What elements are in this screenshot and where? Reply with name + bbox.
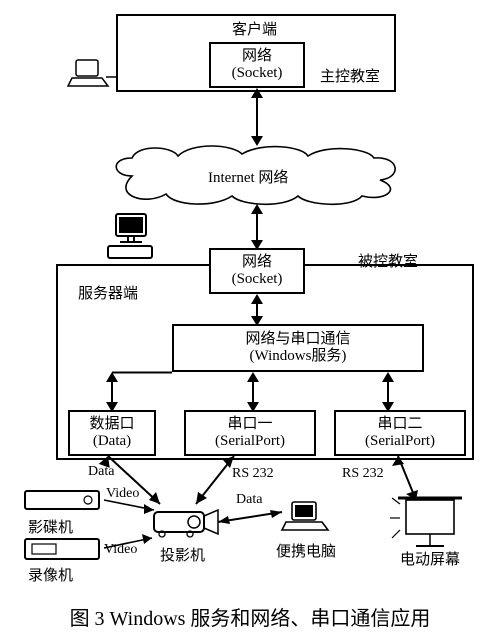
serial1-node: 串口一 (SerialPort) bbox=[184, 410, 316, 456]
data-port-l2: (Data) bbox=[93, 433, 131, 450]
slave-room-label: 被控教室 bbox=[358, 250, 418, 271]
win-service-node: 网络与串口通信 (Windows服务) bbox=[172, 324, 424, 372]
win-service-l1: 网络与串口通信 bbox=[245, 331, 350, 348]
data-port-l1: 数据口 bbox=[89, 416, 134, 433]
serial1-l2: (SerialPort) bbox=[215, 433, 285, 450]
serial2-l1: 串口二 bbox=[377, 416, 422, 433]
edge-data1-label: Data bbox=[88, 464, 114, 480]
serial2-l2: (SerialPort) bbox=[365, 433, 435, 450]
edge-rs232b-label: RS 232 bbox=[342, 466, 384, 482]
diagram-stage: 客户端 网络 (Socket) 主控教室 Internet 网络 bbox=[0, 0, 500, 641]
client-socket-l2: (Socket) bbox=[232, 65, 283, 82]
vcr-label: 录像机 bbox=[28, 564, 73, 585]
edge-rs232a-label: RS 232 bbox=[232, 466, 274, 482]
laptop2-label: 便携电脑 bbox=[276, 540, 336, 561]
desktop-icon bbox=[106, 212, 161, 266]
server-socket-l1: 网络 bbox=[242, 254, 272, 271]
edge-service-s2 bbox=[380, 372, 396, 412]
serial2-node: 串口二 (SerialPort) bbox=[334, 410, 466, 456]
edge-data-laptop bbox=[212, 508, 292, 530]
server-group-label: 服务器端 bbox=[78, 282, 138, 303]
laptop2-icon bbox=[282, 500, 332, 536]
server-socket-node: 网络 (Socket) bbox=[209, 248, 305, 294]
client-group-label: 客户端 bbox=[232, 18, 277, 39]
serial1-l1: 串口一 bbox=[227, 416, 272, 433]
edge-client-internet bbox=[249, 88, 265, 146]
edge-socket-service bbox=[249, 294, 265, 326]
internet-label: Internet 网络 bbox=[208, 166, 288, 187]
projector-icon bbox=[150, 502, 222, 542]
dvd-label: 影碟机 bbox=[28, 516, 73, 537]
client-socket-node: 网络 (Socket) bbox=[209, 42, 305, 88]
client-socket-l1: 网络 bbox=[242, 48, 272, 65]
edge-data2-label: Data bbox=[236, 492, 262, 508]
win-service-l2: (Windows服务) bbox=[250, 348, 347, 365]
dvd-icon bbox=[24, 490, 104, 512]
edge-service-horiz bbox=[112, 372, 182, 376]
edge-service-data bbox=[104, 372, 120, 412]
edge-service-s1 bbox=[245, 372, 261, 412]
vcr-icon bbox=[24, 538, 104, 562]
data-port-node: 数据口 (Data) bbox=[68, 410, 156, 456]
edge-video2-label: Video bbox=[104, 542, 137, 558]
screen-icon bbox=[396, 494, 470, 550]
edge-video1-label: Video bbox=[106, 486, 139, 502]
server-socket-l2: (Socket) bbox=[232, 271, 283, 288]
master-room-label: 主控教室 bbox=[320, 65, 380, 86]
screen-label: 电动屏幕 bbox=[400, 548, 460, 569]
edge-laptop-client bbox=[106, 74, 124, 82]
edge-internet-server bbox=[249, 204, 265, 250]
figure-caption: 图 3 Windows 服务和网络、串口通信应用 bbox=[0, 602, 500, 631]
projector-label: 投影机 bbox=[160, 544, 205, 565]
